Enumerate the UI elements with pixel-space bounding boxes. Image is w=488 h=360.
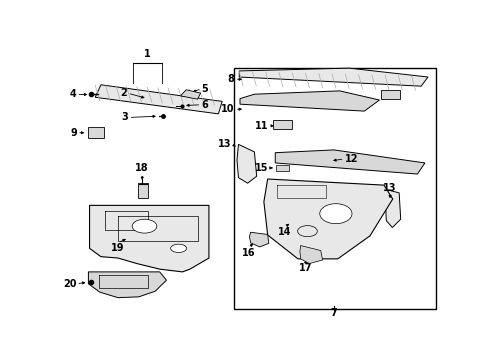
Polygon shape <box>88 272 166 298</box>
Text: 3: 3 <box>122 112 128 122</box>
Bar <box>87 127 103 138</box>
Polygon shape <box>381 90 400 99</box>
Polygon shape <box>264 179 392 259</box>
Polygon shape <box>180 90 200 99</box>
Bar <box>233 68 435 309</box>
Text: 14: 14 <box>277 227 291 237</box>
Polygon shape <box>249 232 268 247</box>
Bar <box>138 183 148 198</box>
Ellipse shape <box>132 219 157 233</box>
Text: 19: 19 <box>111 243 124 253</box>
Text: 15: 15 <box>255 163 268 173</box>
Ellipse shape <box>297 226 317 237</box>
Text: 2: 2 <box>121 88 127 98</box>
Polygon shape <box>240 91 379 111</box>
Text: 8: 8 <box>227 74 234 84</box>
Polygon shape <box>275 150 424 174</box>
Ellipse shape <box>170 244 186 252</box>
Text: 7: 7 <box>330 309 337 319</box>
Text: 4: 4 <box>69 90 76 99</box>
Text: 16: 16 <box>242 248 255 258</box>
Polygon shape <box>237 144 256 183</box>
Text: 9: 9 <box>70 128 77 138</box>
Text: 12: 12 <box>344 154 357 164</box>
Bar <box>273 120 291 129</box>
Text: 18: 18 <box>135 163 149 174</box>
Text: 11: 11 <box>255 121 268 131</box>
Text: 6: 6 <box>201 100 208 110</box>
Polygon shape <box>299 246 322 264</box>
Text: 17: 17 <box>298 263 312 273</box>
Polygon shape <box>239 68 427 86</box>
Bar <box>275 165 289 171</box>
Text: 1: 1 <box>143 49 150 59</box>
Polygon shape <box>89 205 208 272</box>
Text: 13: 13 <box>218 139 231 149</box>
Polygon shape <box>385 190 400 228</box>
Ellipse shape <box>319 204 351 224</box>
Text: 20: 20 <box>62 279 76 289</box>
Text: 10: 10 <box>221 104 234 114</box>
Text: 13: 13 <box>383 183 396 193</box>
Polygon shape <box>95 85 222 114</box>
Text: 5: 5 <box>201 84 208 94</box>
